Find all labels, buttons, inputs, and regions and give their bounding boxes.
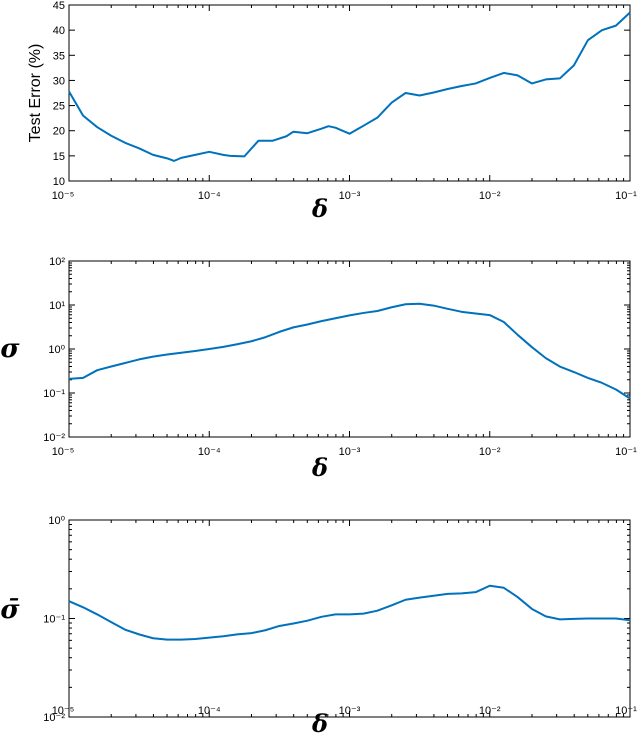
- x-tick-label: 10⁻¹: [615, 446, 637, 458]
- y-tick-label: 10⁻¹: [43, 614, 65, 626]
- y-tick-label: 10⁻²: [43, 432, 65, 444]
- y-tick-label: 10⁻²: [43, 712, 65, 724]
- y-tick-label: 10: [53, 176, 65, 188]
- chart-panel-3: 10⁻⁵ 10⁻⁴ 10⁻³ 10⁻² 10⁻¹ 10⁻² 10⁻¹ 10⁰ δ σ̄: [0, 515, 637, 735]
- y-tick-label: 10⁻¹: [43, 388, 65, 400]
- chart-panel-2: 10⁻⁵ 10⁻⁴ 10⁻³ 10⁻² 10⁻¹ 10⁻² 10⁻¹ 10⁰ 10¹ 10² δ σ: [0, 256, 637, 482]
- x-tick-label: 10⁻⁴: [198, 446, 221, 458]
- y-tick-label: 10⁰: [48, 515, 65, 527]
- y-tick-label: 10⁰: [48, 344, 65, 356]
- x-tick-label: 10⁻³: [339, 190, 361, 202]
- y-tick-label: 25: [53, 101, 65, 113]
- chart-panel-1: 10⁻⁵ 10⁻⁴ 10⁻³ 10⁻² 10⁻¹ 10 15 20 25 30 35 40 45 δ Tes…: [27, 0, 637, 223]
- series-line: [68, 11, 631, 162]
- x-tick-label: 10⁻⁵: [52, 190, 75, 202]
- x-tick-label: 10⁻¹: [615, 705, 637, 717]
- y-tick-label: 40: [53, 25, 65, 37]
- y-tick-label: 15: [53, 151, 65, 163]
- x-tick-label: 10⁻⁵: [52, 705, 75, 717]
- y-tick-label: 20: [53, 126, 65, 138]
- x-tick-label: 10⁻²: [479, 190, 501, 202]
- x-axis-label: δ: [311, 453, 328, 482]
- x-tick-label: 10⁻⁵: [52, 446, 75, 458]
- y-tick-label: 45: [53, 0, 65, 12]
- series-line: [68, 302, 631, 400]
- y-tick-label: 35: [53, 50, 65, 62]
- y-axis-label: σ: [0, 334, 20, 364]
- x-tick-label: 10⁻³: [339, 446, 361, 458]
- y-tick-label: 10¹: [49, 300, 65, 312]
- x-tick-label: 10⁻⁴: [198, 705, 221, 717]
- x-axis-label: δ: [311, 709, 328, 735]
- y-axis-label: σ̄: [0, 595, 20, 625]
- x-tick-label: 10⁻²: [479, 446, 501, 458]
- x-tick-label: 10⁻¹: [615, 190, 637, 202]
- y-tick-label: 30: [53, 75, 65, 87]
- plot-frame: [68, 260, 631, 438]
- x-tick-label: 10⁻²: [479, 705, 501, 717]
- x-axis-label: δ: [311, 194, 328, 223]
- series-line: [68, 584, 631, 641]
- y-tick-label: 10²: [49, 256, 65, 268]
- x-tick-label: 10⁻⁴: [198, 190, 221, 202]
- x-tick-label: 10⁻³: [339, 705, 361, 717]
- y-axis-label: Test Error (%): [27, 44, 44, 143]
- plot-frame: [68, 519, 631, 718]
